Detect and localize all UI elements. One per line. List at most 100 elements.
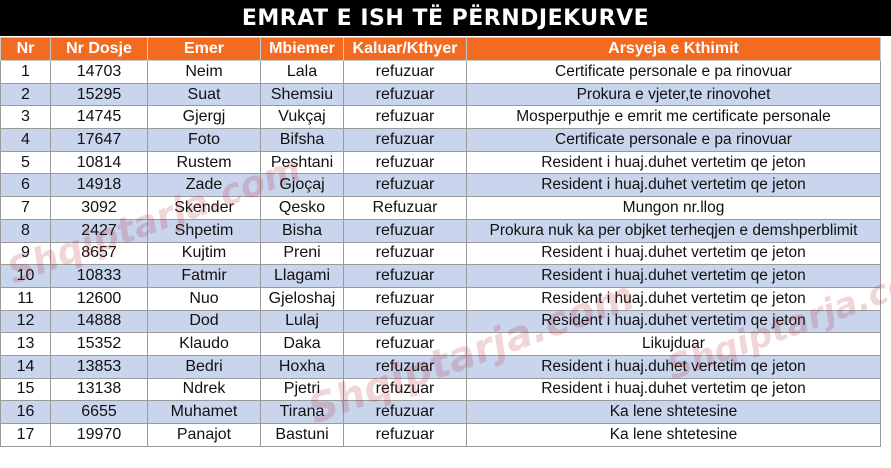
cell-reason: Certificate personale e pa rinovuar (466, 128, 881, 152)
cell-status: refuzuar (343, 400, 467, 424)
cell-reason: Prokura nuk ka per objket terheqjen e de… (466, 218, 881, 243)
cell-mbiemer: Daka (260, 332, 344, 356)
cell-mbiemer: Bisha (260, 218, 344, 243)
cell-status: refuzuar (343, 423, 467, 447)
table-row: 9 8657 Kujtim Preni refuzuar Resident i huaj.… (0, 241, 881, 266)
cell-nr: 13 (0, 332, 51, 356)
cell-nr-dosje: 14888 (50, 309, 148, 334)
table-row: 8 2427 Shpetim Bisha refuzuar Prokura nuk ka … (0, 218, 881, 243)
cell-reason: Ka lene shtetesine (466, 423, 881, 447)
cell-nr-dosje: 3092 (50, 196, 148, 220)
cell-emer: Ndrek (147, 377, 261, 402)
cell-nr: 10 (0, 264, 51, 288)
cell-nr-dosje: 8657 (50, 241, 148, 266)
cell-emer: Neim (147, 60, 261, 84)
table-row: 3 14745 Gjergj Vukçaj refuzuar Mosperputhje e… (0, 105, 881, 130)
cell-nr-dosje: 15295 (50, 82, 148, 107)
cell-mbiemer: Pjetri (260, 377, 344, 402)
cell-reason: Resident i huaj.duhet vertetim qe jeton (466, 150, 881, 175)
cell-reason: Resident i huaj.duhet vertetim qe jeton (466, 264, 881, 288)
cell-mbiemer: Gjoçaj (260, 173, 344, 198)
cell-reason: Resident i huaj.duhet vertetim qe jeton (466, 286, 881, 311)
cell-nr-dosje: 2427 (50, 218, 148, 243)
table-row: 13 15352 Klaudo Daka refuzuar Likujduar (0, 332, 881, 356)
cell-reason: Resident i huaj.duhet vertetim qe jeton (466, 354, 881, 379)
cell-nr: 7 (0, 196, 51, 220)
cell-nr-dosje: 14745 (50, 105, 148, 130)
cell-nr-dosje: 15352 (50, 332, 148, 356)
cell-nr: 4 (0, 128, 51, 152)
column-header-arsyeja: Arsyeja e Kthimit (466, 37, 881, 61)
cell-emer: Nuo (147, 286, 261, 311)
cell-status: refuzuar (343, 218, 467, 243)
cell-reason: Prokura e vjeter,te rinovohet (466, 82, 881, 107)
table-row: 2 15295 Suat Shemsiu refuzuar Prokura e vjete… (0, 82, 881, 107)
cell-mbiemer: Vukçaj (260, 105, 344, 130)
table-row: 1 14703 Neim Lala refuzuar Certificate person… (0, 60, 881, 84)
column-header-nr-dosje: Nr Dosje (50, 37, 148, 61)
cell-mbiemer: Qesko (260, 196, 344, 220)
cell-status: refuzuar (343, 128, 467, 152)
cell-nr: 17 (0, 423, 51, 447)
cell-nr: 16 (0, 400, 51, 424)
cell-mbiemer: Preni (260, 241, 344, 266)
cell-nr: 3 (0, 105, 51, 130)
table-row: 16 6655 Muhamet Tirana refuzuar Ka lene shtet… (0, 400, 881, 424)
cell-status: refuzuar (343, 173, 467, 198)
cell-emer: Fatmir (147, 264, 261, 288)
cell-status: refuzuar (343, 60, 467, 84)
cell-nr-dosje: 14703 (50, 60, 148, 84)
cell-mbiemer: Shemsiu (260, 82, 344, 107)
cell-mbiemer: Tirana (260, 400, 344, 424)
cell-emer: Klaudo (147, 332, 261, 356)
cell-nr: 9 (0, 241, 51, 266)
cell-nr: 14 (0, 354, 51, 379)
cell-nr: 15 (0, 377, 51, 402)
cell-nr-dosje: 10814 (50, 150, 148, 175)
table-row: 6 14918 Zade Gjoçaj refuzuar Resident i huaj.… (0, 173, 881, 198)
cell-mbiemer: Lala (260, 60, 344, 84)
cell-mbiemer: Hoxha (260, 354, 344, 379)
cell-status: refuzuar (343, 264, 467, 288)
cell-reason: Resident i huaj.duhet vertetim qe jeton (466, 309, 881, 334)
table-row: 15 13138 Ndrek Pjetri refuzuar Resident i hua… (0, 377, 881, 402)
cell-emer: Suat (147, 82, 261, 107)
cell-emer: Zade (147, 173, 261, 198)
cell-reason: Ka lene shtetesine (466, 400, 881, 424)
cell-reason: Resident i huaj.duhet vertetim qe jeton (466, 173, 881, 198)
column-header-kaluar-kthyer: Kaluar/Kthyer (343, 37, 467, 61)
cell-status: Refuzuar (343, 196, 467, 220)
cell-mbiemer: Bastuni (260, 423, 344, 447)
column-header-nr: Nr (0, 37, 51, 61)
cell-emer: Muhamet (147, 400, 261, 424)
cell-emer: Shpetim (147, 218, 261, 243)
cell-mbiemer: Peshtani (260, 150, 344, 175)
cell-mbiemer: Gjeloshaj (260, 286, 344, 311)
cell-status: refuzuar (343, 309, 467, 334)
cell-reason: Mungon nr.llog (466, 196, 881, 220)
table-row: 11 12600 Nuo Gjeloshaj refuzuar Resident i hu… (0, 286, 881, 311)
cell-emer: Dod (147, 309, 261, 334)
cell-mbiemer: Lulaj (260, 309, 344, 334)
cell-nr: 2 (0, 82, 51, 107)
cell-nr: 12 (0, 309, 51, 334)
cell-nr-dosje: 13853 (50, 354, 148, 379)
cell-nr-dosje: 12600 (50, 286, 148, 311)
column-header-emer: Emer (147, 37, 261, 61)
cell-emer: Gjergj (147, 105, 261, 130)
cell-reason: Certificate personale e pa rinovuar (466, 60, 881, 84)
cell-nr: 5 (0, 150, 51, 175)
table-row: 5 10814 Rustem Peshtani refuzuar Resident i h… (0, 150, 881, 175)
cell-mbiemer: Bifsha (260, 128, 344, 152)
table-row: 17 19970 Panajot Bastuni refuzuar Ka lene sht… (0, 423, 881, 447)
table-header-row: Nr Nr Dosje Emer Mbiemer Kaluar/Kthyer A… (0, 37, 881, 61)
table-row: 4 17647 Foto Bifsha refuzuar Certificate pers… (0, 128, 881, 152)
table-row: 12 14888 Dod Lulaj refuzuar Resident i huaj.d… (0, 309, 881, 334)
cell-emer: Panajot (147, 423, 261, 447)
cell-reason: Resident i huaj.duhet vertetim qe jeton (466, 241, 881, 266)
cell-nr: 8 (0, 218, 51, 243)
cell-status: refuzuar (343, 105, 467, 130)
table-row: 14 13853 Bedri Hoxha refuzuar Resident i huaj… (0, 354, 881, 379)
persecuted-names-table: Nr Nr Dosje Emer Mbiemer Kaluar/Kthyer A… (0, 37, 881, 447)
table-body: 1 14703 Neim Lala refuzuar Certificate person… (0, 60, 881, 447)
